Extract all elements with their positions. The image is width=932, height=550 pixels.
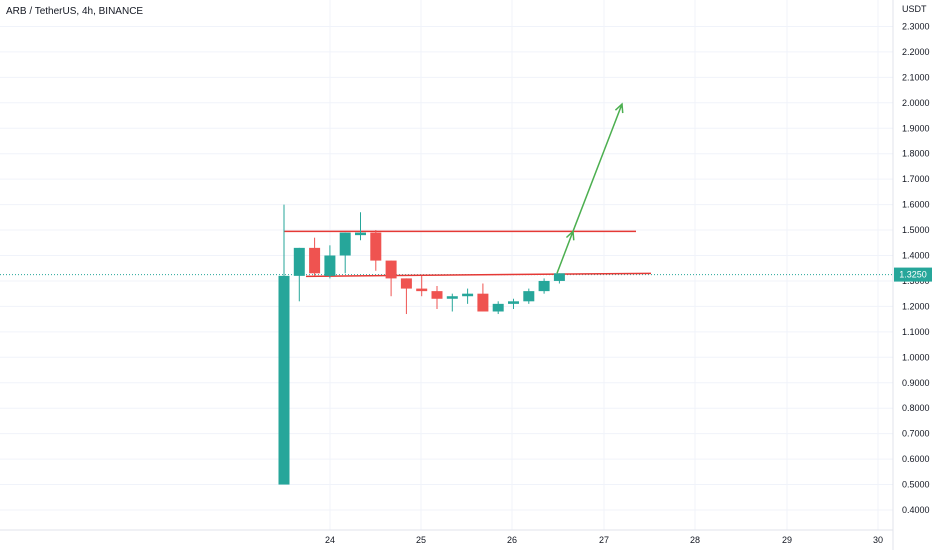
projection-arrows: [556, 102, 624, 274]
x-tick-label: 24: [325, 535, 335, 545]
candle-body: [553, 273, 565, 281]
y-tick-label: 0.7000: [902, 429, 930, 439]
candle-body: [492, 303, 504, 312]
arrow-head: [614, 102, 624, 114]
candle-body: [278, 275, 290, 485]
support-line: [305, 272, 652, 278]
x-tick-label: 30: [873, 535, 883, 545]
y-tick-label: 0.9000: [902, 378, 930, 388]
candle-body: [477, 293, 489, 312]
y-tick-label: 0.4000: [902, 505, 930, 515]
candle-body: [431, 291, 443, 299]
price-levels: [0, 230, 893, 278]
price-axis[interactable]: USDT 2.3000 2.2000 2.1000 2.0000 1.9000 1.8000…: [892, 0, 932, 550]
x-tick-label: 27: [599, 535, 609, 545]
y-tick-label: 1.5000: [902, 225, 930, 235]
y-tick-label: 2.1000: [902, 72, 930, 82]
y-tick-label: 0.8000: [902, 403, 930, 413]
y-tick-label: 1.2000: [902, 301, 930, 311]
arrow-segment: [556, 231, 574, 274]
candle-body: [462, 293, 474, 297]
y-tick-label: 1.9000: [902, 123, 930, 133]
chart-title: ARB / TetherUS, 4h, BINANCE: [6, 6, 144, 17]
y-tick-label: 2.0000: [902, 98, 930, 108]
candle-body: [355, 232, 366, 236]
x-tick-label: 29: [782, 535, 792, 545]
y-tick-label: 0.5000: [902, 480, 930, 490]
x-tick-label: 25: [416, 535, 426, 545]
candle-body: [508, 301, 519, 304]
candles: [278, 204, 565, 485]
y-tick-label: 1.7000: [902, 174, 930, 184]
candle-body: [324, 255, 336, 276]
arrow-segment: [572, 103, 623, 232]
currency-label: USDT: [902, 4, 927, 14]
y-tick-label: 1.0000: [902, 352, 930, 362]
candle-body: [538, 280, 550, 292]
y-tick-label: 0.6000: [902, 454, 930, 464]
y-tick-label: 1.8000: [902, 149, 930, 159]
grid: [0, 0, 893, 530]
time-axis[interactable]: 24 25 26 27 28 29 30: [0, 529, 893, 545]
candle-body: [416, 288, 428, 292]
y-tick-label: 2.2000: [902, 47, 930, 57]
x-tick-label: 28: [690, 535, 700, 545]
y-tick-label: 1.1000: [902, 327, 930, 337]
x-tick-label: 26: [507, 535, 517, 545]
candle-body: [400, 278, 412, 289]
candle-body: [446, 296, 458, 299]
candle-body: [339, 232, 351, 256]
candle-body: [523, 291, 535, 302]
y-tick-label: 1.6000: [902, 200, 930, 210]
candle-body: [385, 260, 397, 279]
candle-body: [293, 247, 305, 276]
y-tick-label: 1.4000: [902, 251, 930, 261]
current-price-label: 1.3250: [899, 270, 927, 280]
candle-body: [309, 247, 321, 274]
y-tick-label: 2.3000: [902, 21, 930, 31]
candle-body: [370, 232, 382, 261]
current-price-tag: [894, 267, 932, 282]
